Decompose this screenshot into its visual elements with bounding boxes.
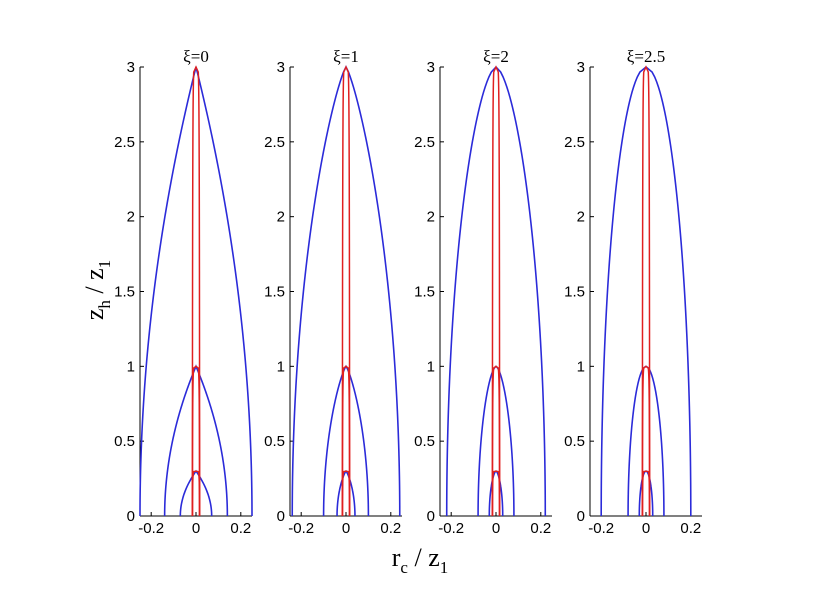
x-tick-label: 0.2 [230, 520, 251, 537]
outer-curve-h0_3 [638, 470, 654, 516]
outer-curve-h1 [477, 365, 515, 516]
inner-curve-h3 [641, 65, 651, 516]
outer-curve-h3 [139, 66, 253, 517]
outer-curve-h1 [163, 364, 229, 516]
y-tick-label: 0 [427, 508, 435, 525]
outer-curve-h0_3 [488, 470, 504, 516]
x-tick-label: 0 [342, 520, 350, 537]
panel-title: ξ=2.5 [627, 47, 665, 66]
x-axis-label-sub: c [400, 558, 408, 577]
inner-curve-h0_3 [641, 470, 651, 516]
y-tick-label: 2.5 [264, 134, 285, 151]
y-axis-label-tail-sub: 1 [95, 260, 114, 269]
y-tick-label: 1.5 [114, 284, 135, 301]
y-tick-label: 3 [427, 59, 435, 76]
y-tick-label: 0 [277, 508, 285, 525]
y-tick-label: 1 [427, 358, 435, 375]
panel-title: ξ=0 [183, 47, 209, 66]
panel-title: ξ=1 [333, 47, 359, 66]
y-tick-label: 2 [427, 209, 435, 226]
inner-curve-h0_3 [191, 470, 201, 516]
y-tick-label: 0.5 [264, 433, 285, 450]
y-axis-label-main: z [80, 309, 109, 321]
x-tick-label: -0.2 [588, 520, 614, 537]
y-tick-label: 0.5 [414, 433, 435, 450]
inner-curve-h0_3 [491, 470, 501, 516]
inner-curve-h3 [191, 65, 201, 516]
y-axis-label-sub: h [95, 300, 114, 309]
x-axis-label: rc / z1 [392, 543, 448, 577]
y-tick-label: 2 [277, 209, 285, 226]
outer-curve-h3 [445, 65, 547, 516]
y-tick-label: 0 [577, 508, 585, 525]
outer-curve-h0_3 [336, 469, 356, 516]
y-axis-label-tail: / z [80, 268, 109, 300]
x-tick-label: 0.2 [680, 520, 701, 537]
panel-title: ξ=2 [483, 47, 509, 66]
inner-curve-h1 [341, 365, 351, 516]
y-tick-label: 2 [127, 209, 135, 226]
chart-panels: 00.511.522.53-0.2 0 0.2ξ=000.511.522.53-0.… [114, 47, 702, 537]
inner-curve-h0_3 [341, 470, 351, 516]
y-tick-label: 2.5 [114, 134, 135, 151]
y-tick-label: 3 [277, 59, 285, 76]
y-tick-label: 0 [127, 508, 135, 525]
panel-2: 00.511.522.53-0.2 0 0.2ξ=1 [264, 47, 402, 537]
y-tick-label: 0.5 [114, 433, 135, 450]
y-tick-label: 2.5 [414, 134, 435, 151]
y-tick-label: 2.5 [564, 134, 585, 151]
y-tick-label: 1.5 [564, 284, 585, 301]
x-tick-label: -0.2 [288, 520, 314, 537]
y-tick-label: 1 [127, 358, 135, 375]
outer-curve-h0_3 [179, 469, 213, 516]
y-tick-label: 1 [577, 358, 585, 375]
panel-3: 00.511.522.53-0.2 0 0.2ξ=2 [414, 47, 552, 537]
x-tick-label: 0 [642, 520, 650, 537]
inner-curve-h3 [341, 65, 351, 516]
x-axis-label-main: r [392, 543, 401, 572]
x-tick-label: -0.2 [138, 520, 164, 537]
y-tick-label: 1.5 [264, 284, 285, 301]
outer-curve-h3 [291, 65, 401, 517]
inner-curve-h1 [191, 365, 201, 516]
outer-curve-h1 [627, 365, 665, 516]
y-axis-label: zh / z1 [80, 260, 114, 320]
x-tick-label: 0.2 [530, 520, 551, 537]
x-tick-label: 0 [192, 520, 200, 537]
y-tick-label: 1 [277, 358, 285, 375]
x-tick-label: -0.2 [438, 520, 464, 537]
inner-curve-h3 [491, 65, 501, 516]
x-axis-label-tail: / z [408, 543, 440, 572]
panel-1: 00.511.522.53-0.2 0 0.2ξ=0 [114, 47, 253, 537]
y-tick-label: 3 [577, 59, 585, 76]
inner-curve-h1 [491, 365, 501, 516]
panel-4: 00.511.522.53-0.2 0 0.2ξ=2.5 [564, 47, 702, 537]
outer-curve-h1 [322, 364, 370, 516]
y-tick-label: 2 [577, 209, 585, 226]
y-tick-label: 1.5 [414, 284, 435, 301]
x-axis-label-tail-sub: 1 [440, 558, 449, 577]
y-tick-label: 3 [127, 59, 135, 76]
y-tick-label: 0.5 [564, 433, 585, 450]
x-tick-label: 0.2 [380, 520, 401, 537]
inner-curve-h1 [641, 365, 651, 516]
outer-curve-h3 [600, 65, 692, 516]
x-tick-label: 0 [492, 520, 500, 537]
